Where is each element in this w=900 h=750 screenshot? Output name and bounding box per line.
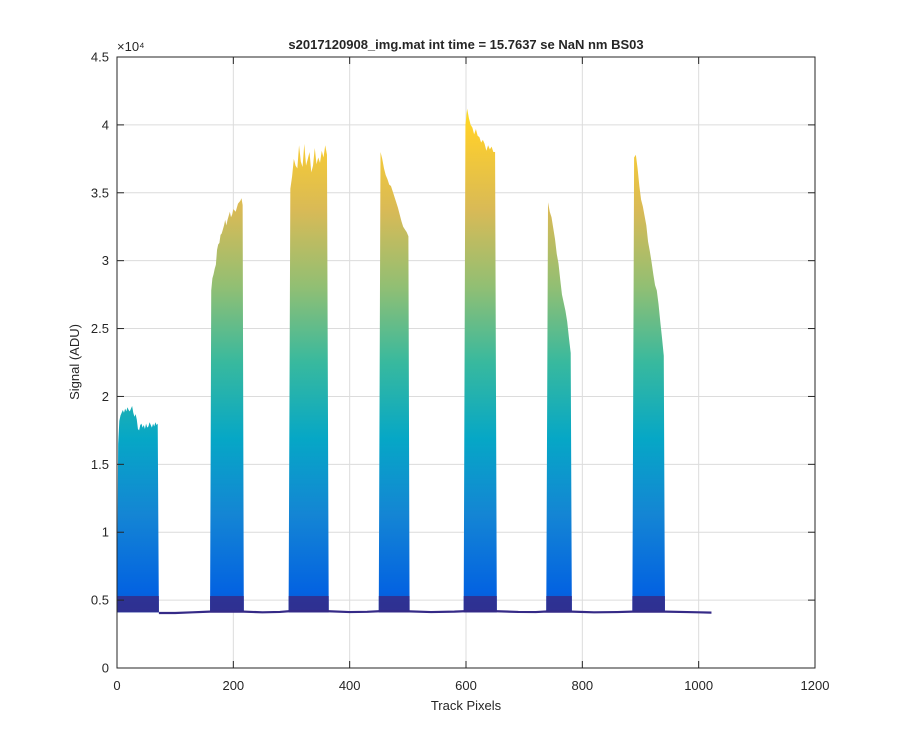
x-tick-label: 1200	[801, 678, 830, 693]
x-tick-label: 800	[571, 678, 593, 693]
y-tick-label: 1.5	[91, 457, 109, 472]
x-axis-label: Track Pixels	[431, 698, 502, 713]
chart-title: s2017120908_img.mat int time = 15.7637 s…	[288, 37, 643, 52]
y-axis-label: Signal (ADU)	[67, 324, 82, 400]
signal-peak-floor-4	[378, 596, 410, 613]
y-tick-label: 3	[102, 253, 109, 268]
signal-peak-1	[117, 405, 159, 613]
baseline-trace	[158, 610, 712, 615]
y-tick-label: 3.5	[91, 185, 109, 200]
y-exponent-label: ×10⁴	[117, 39, 145, 54]
x-tick-label: 1000	[684, 678, 713, 693]
x-tick-label: 600	[455, 678, 477, 693]
y-tick-label: 4	[102, 117, 109, 132]
x-tick-label: 0	[113, 678, 120, 693]
y-tick-label: 2	[102, 389, 109, 404]
y-tick-label: 4.5	[91, 50, 109, 65]
ticks-group: 0 200 400 600 800 1000 1200 0 0.5 1 1.5 2 2.5 3 3.5 4 4.…	[91, 50, 830, 694]
signal-peak-4	[378, 152, 410, 613]
x-tick-label: 400	[339, 678, 361, 693]
y-tick-label: 0	[102, 661, 109, 676]
y-tick-label: 1	[102, 525, 109, 540]
signal-peak-floor-2	[210, 596, 244, 613]
y-tick-label: 2.5	[91, 321, 109, 336]
signal-peak-3	[288, 143, 329, 613]
signal-peak-2	[210, 198, 244, 613]
signal-peak-floor-6	[546, 596, 572, 613]
signal-peak-6	[546, 202, 572, 613]
y-tick-label: 0.5	[91, 593, 109, 608]
data-group	[117, 108, 712, 615]
signal-peak-5	[463, 108, 497, 613]
signal-peak-floor-1	[117, 596, 159, 613]
x-tick-label: 200	[222, 678, 244, 693]
signal-peak-floor-3	[288, 596, 329, 613]
signal-peak-7	[632, 154, 665, 613]
signal-peak-floor-5	[463, 596, 497, 613]
signal-peak-floor-7	[632, 596, 665, 613]
